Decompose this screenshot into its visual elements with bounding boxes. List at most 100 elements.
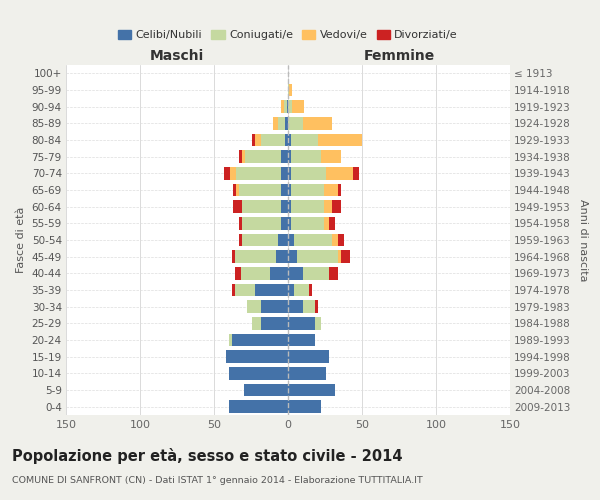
- Bar: [270, 267, 288, 280]
- Bar: [281, 100, 284, 113]
- Bar: [323, 184, 338, 196]
- Bar: [291, 200, 323, 213]
- Bar: [329, 217, 335, 230]
- Bar: [287, 100, 288, 113]
- Bar: [323, 200, 332, 213]
- Bar: [236, 167, 281, 179]
- Bar: [235, 250, 276, 263]
- Bar: [288, 300, 303, 313]
- Bar: [288, 234, 294, 246]
- Bar: [288, 367, 326, 380]
- Bar: [239, 184, 281, 196]
- Bar: [303, 117, 332, 130]
- Bar: [294, 234, 332, 246]
- Bar: [288, 250, 297, 263]
- Bar: [289, 84, 292, 96]
- Bar: [288, 317, 314, 330]
- Legend: Celibi/Nubili, Coniugati/e, Vedovi/e, Divorziati/e: Celibi/Nubili, Coniugati/e, Vedovi/e, Di…: [113, 25, 463, 44]
- Bar: [256, 134, 262, 146]
- Bar: [229, 367, 288, 380]
- Bar: [338, 234, 344, 246]
- Bar: [353, 167, 359, 179]
- Bar: [236, 184, 239, 196]
- Bar: [242, 200, 281, 213]
- Bar: [278, 234, 288, 246]
- Bar: [233, 200, 242, 213]
- Bar: [278, 117, 285, 130]
- Bar: [235, 267, 241, 280]
- Bar: [309, 284, 311, 296]
- Bar: [229, 400, 288, 413]
- Bar: [281, 184, 288, 196]
- Y-axis label: Anni di nascita: Anni di nascita: [578, 198, 587, 281]
- Bar: [314, 300, 317, 313]
- Bar: [262, 317, 288, 330]
- Bar: [262, 134, 285, 146]
- Bar: [230, 167, 236, 179]
- Bar: [233, 184, 236, 196]
- Bar: [288, 384, 335, 396]
- Bar: [288, 334, 314, 346]
- Bar: [323, 217, 329, 230]
- Bar: [285, 117, 288, 130]
- Bar: [338, 184, 341, 196]
- Bar: [242, 234, 278, 246]
- Bar: [281, 200, 288, 213]
- Bar: [317, 134, 362, 146]
- Bar: [288, 167, 291, 179]
- Bar: [288, 100, 292, 113]
- Bar: [288, 284, 294, 296]
- Bar: [239, 217, 242, 230]
- Bar: [292, 100, 304, 113]
- Bar: [288, 184, 291, 196]
- Bar: [288, 134, 291, 146]
- Bar: [338, 250, 341, 263]
- Bar: [332, 200, 341, 213]
- Bar: [288, 117, 303, 130]
- Bar: [247, 300, 262, 313]
- Bar: [314, 317, 320, 330]
- Bar: [332, 234, 338, 246]
- Bar: [245, 150, 281, 163]
- Bar: [253, 134, 256, 146]
- Bar: [288, 267, 303, 280]
- Bar: [320, 150, 341, 163]
- Bar: [244, 384, 288, 396]
- Bar: [288, 84, 289, 96]
- Bar: [288, 400, 320, 413]
- Bar: [291, 167, 326, 179]
- Bar: [262, 300, 288, 313]
- Bar: [329, 267, 338, 280]
- Bar: [284, 100, 287, 113]
- Bar: [253, 317, 262, 330]
- Bar: [303, 267, 329, 280]
- Bar: [239, 234, 242, 246]
- Bar: [232, 334, 288, 346]
- Bar: [341, 250, 350, 263]
- Bar: [232, 250, 235, 263]
- Bar: [285, 134, 288, 146]
- Bar: [303, 300, 314, 313]
- Bar: [229, 334, 232, 346]
- Bar: [232, 284, 235, 296]
- Bar: [288, 150, 291, 163]
- Bar: [226, 350, 288, 363]
- Bar: [281, 150, 288, 163]
- Bar: [281, 167, 288, 179]
- Bar: [288, 217, 291, 230]
- Bar: [224, 167, 230, 179]
- Bar: [256, 284, 288, 296]
- Bar: [291, 217, 323, 230]
- Bar: [276, 250, 288, 263]
- Text: Popolazione per età, sesso e stato civile - 2014: Popolazione per età, sesso e stato civil…: [12, 448, 403, 464]
- Y-axis label: Fasce di età: Fasce di età: [16, 207, 26, 273]
- Bar: [235, 284, 256, 296]
- Bar: [242, 150, 245, 163]
- Bar: [291, 134, 317, 146]
- Text: Femmine: Femmine: [364, 50, 434, 64]
- Bar: [326, 167, 353, 179]
- Bar: [281, 217, 288, 230]
- Bar: [288, 200, 291, 213]
- Bar: [239, 150, 242, 163]
- Bar: [291, 150, 320, 163]
